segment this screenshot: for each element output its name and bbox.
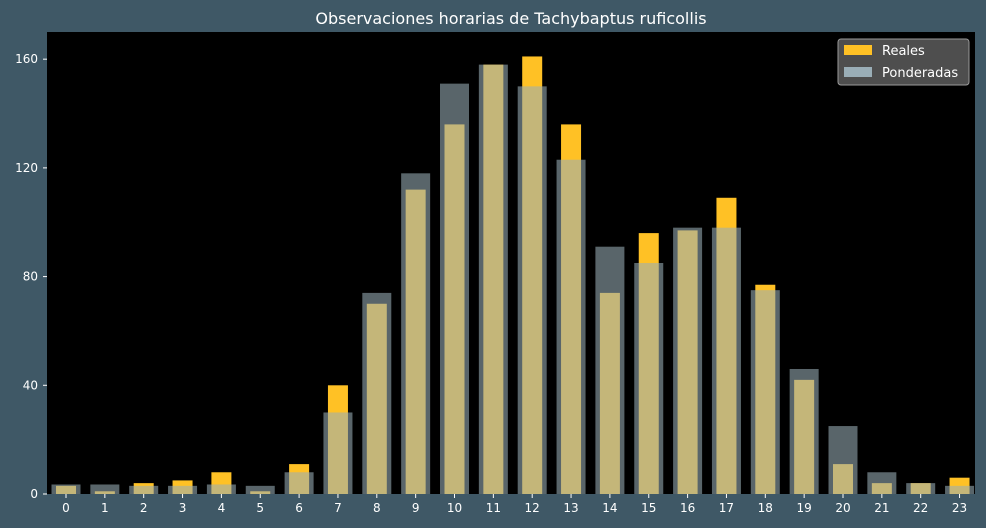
x-tick-label-7: 7 [334, 501, 342, 515]
x-tick-label-5: 5 [256, 501, 264, 515]
x-tick-label-14: 14 [602, 501, 617, 515]
y-tick-label-0: 0 [30, 487, 38, 501]
x-tick-label-21: 21 [874, 501, 889, 515]
bar-ponderadas-14 [595, 246, 625, 494]
legend: Reales Ponderadas [837, 38, 970, 86]
chart-title: Observaciones horarias de Tachybaptus ru… [315, 9, 706, 28]
bar-ponderadas-2 [129, 485, 159, 494]
y-axis: 0 40 80 120 160 [15, 52, 47, 501]
y-tick-label-40: 40 [23, 378, 38, 392]
x-axis: 0 1 2 3 4 5 6 7 8 9 10 11 12 13 14 15 16 17 18 19 20 21 22 23 [62, 494, 967, 515]
bar-ponderadas-21 [867, 472, 897, 494]
x-tick-label-2: 2 [140, 501, 148, 515]
bar-ponderadas-8 [362, 292, 392, 494]
y-tick-label-120: 120 [15, 161, 38, 175]
bar-ponderadas-17 [711, 227, 741, 494]
legend-label-ponderadas: Ponderadas [882, 66, 958, 81]
x-tick-label-16: 16 [680, 501, 695, 515]
bar-ponderadas-18 [750, 290, 780, 494]
bar-ponderadas-6 [284, 472, 314, 494]
bar-ponderadas-3 [168, 485, 198, 494]
bar-ponderadas-23 [945, 485, 975, 494]
bar-ponderadas-15 [634, 263, 664, 494]
legend-swatch-reales [844, 45, 872, 55]
x-tick-label-13: 13 [563, 501, 578, 515]
x-tick-label-3: 3 [179, 501, 187, 515]
x-tick-label-20: 20 [835, 501, 850, 515]
plot-area [47, 32, 975, 494]
x-tick-label-9: 9 [412, 501, 420, 515]
bar-ponderadas-20 [828, 426, 858, 494]
x-tick-label-4: 4 [218, 501, 226, 515]
bar-ponderadas-22 [906, 483, 936, 494]
legend-label-reales: Reales [882, 44, 925, 59]
x-tick-label-18: 18 [758, 501, 773, 515]
bar-ponderadas-12 [517, 86, 547, 495]
x-tick-label-1: 1 [101, 501, 109, 515]
x-tick-label-0: 0 [62, 501, 70, 515]
y-tick-label-160: 160 [15, 52, 38, 66]
bar-ponderadas-9 [401, 173, 431, 495]
bar-ponderadas-5 [245, 485, 275, 494]
bar-ponderadas-0 [51, 484, 81, 494]
x-tick-label-6: 6 [295, 501, 303, 515]
x-tick-label-17: 17 [719, 501, 734, 515]
x-tick-label-19: 19 [797, 501, 812, 515]
x-tick-label-15: 15 [641, 501, 656, 515]
bar-ponderadas-16 [673, 227, 703, 494]
bar-ponderadas-1 [90, 484, 120, 494]
x-tick-label-12: 12 [525, 501, 540, 515]
x-tick-label-10: 10 [447, 501, 462, 515]
bar-ponderadas-13 [556, 159, 586, 494]
legend-swatch-ponderadas [844, 67, 872, 77]
x-tick-label-23: 23 [952, 501, 967, 515]
bar-ponderadas-10 [440, 83, 469, 495]
bar-ponderadas-11 [478, 64, 508, 495]
y-tick-label-80: 80 [23, 270, 38, 284]
x-tick-label-22: 22 [913, 501, 928, 515]
x-tick-label-11: 11 [486, 501, 501, 515]
x-tick-label-8: 8 [373, 501, 381, 515]
weighted-bars-group [51, 64, 975, 495]
bar-ponderadas-19 [789, 368, 819, 494]
bar-ponderadas-7 [323, 412, 353, 494]
bar-ponderadas-4 [206, 484, 236, 494]
